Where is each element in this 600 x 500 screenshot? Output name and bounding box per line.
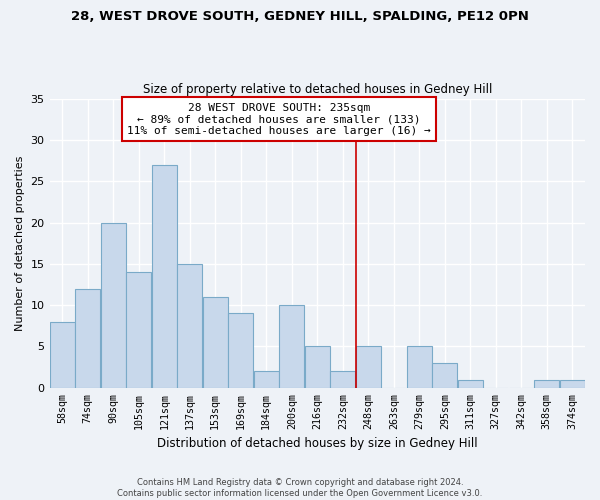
Bar bbox=[305, 346, 329, 388]
Bar bbox=[101, 222, 125, 388]
Bar bbox=[331, 372, 355, 388]
Text: Contains HM Land Registry data © Crown copyright and database right 2024.
Contai: Contains HM Land Registry data © Crown c… bbox=[118, 478, 482, 498]
Bar bbox=[152, 164, 176, 388]
Bar bbox=[254, 372, 278, 388]
Bar bbox=[433, 363, 457, 388]
Bar bbox=[127, 272, 151, 388]
Bar bbox=[407, 346, 431, 388]
Bar bbox=[178, 264, 202, 388]
Bar bbox=[458, 380, 482, 388]
Text: 28, WEST DROVE SOUTH, GEDNEY HILL, SPALDING, PE12 0PN: 28, WEST DROVE SOUTH, GEDNEY HILL, SPALD… bbox=[71, 10, 529, 23]
Bar bbox=[535, 380, 559, 388]
Bar bbox=[203, 297, 227, 388]
Bar bbox=[356, 346, 380, 388]
Y-axis label: Number of detached properties: Number of detached properties bbox=[15, 156, 25, 331]
Bar bbox=[560, 380, 584, 388]
Title: Size of property relative to detached houses in Gedney Hill: Size of property relative to detached ho… bbox=[143, 83, 492, 96]
Bar bbox=[280, 305, 304, 388]
Text: 28 WEST DROVE SOUTH: 235sqm
← 89% of detached houses are smaller (133)
11% of se: 28 WEST DROVE SOUTH: 235sqm ← 89% of det… bbox=[127, 102, 431, 136]
Bar bbox=[76, 288, 100, 388]
Bar bbox=[50, 322, 74, 388]
X-axis label: Distribution of detached houses by size in Gedney Hill: Distribution of detached houses by size … bbox=[157, 437, 478, 450]
Bar bbox=[229, 314, 253, 388]
